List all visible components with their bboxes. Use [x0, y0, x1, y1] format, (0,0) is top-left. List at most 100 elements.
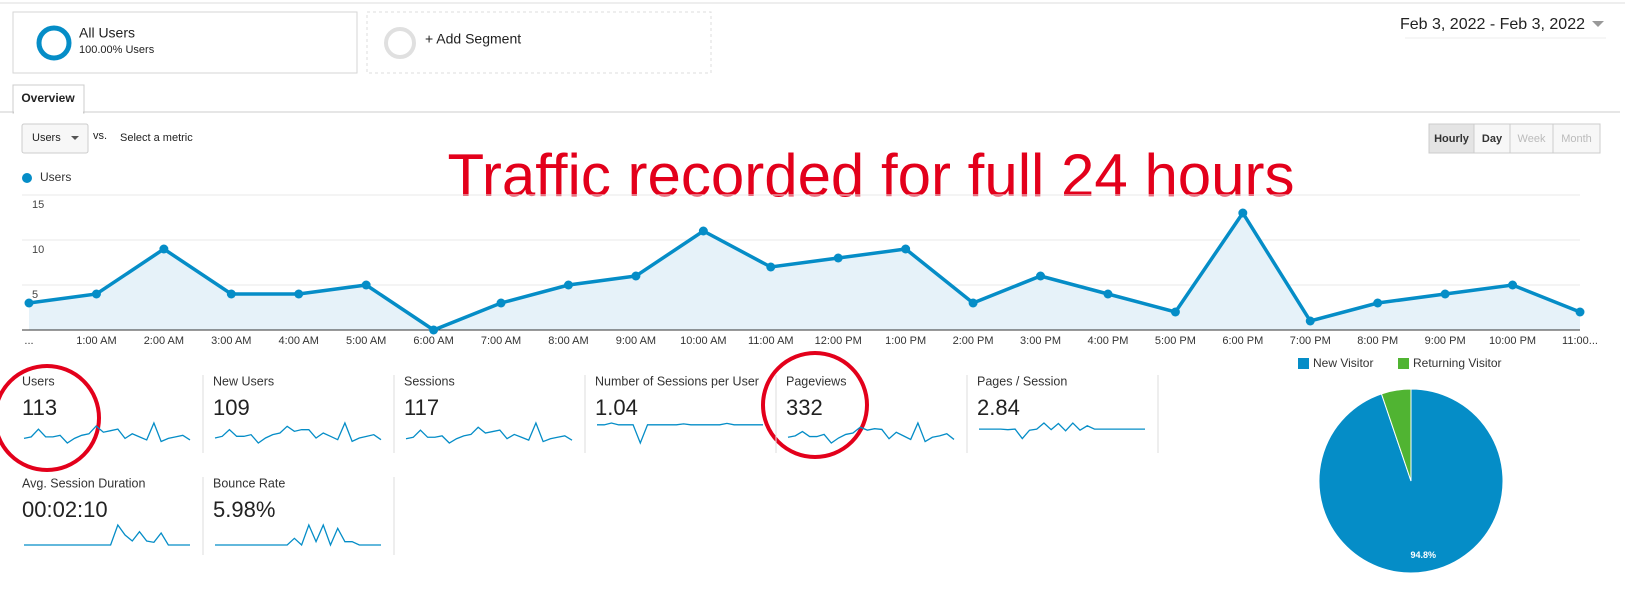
- highlight-circle: [761, 351, 869, 459]
- x-tick-label: 10:00 AM: [680, 335, 726, 347]
- point: [91, 289, 101, 299]
- date-range-picker[interactable]: Feb 3, 2022 - Feb 3, 2022: [1400, 16, 1606, 39]
- x-tick-label: 11:00 AM: [748, 335, 794, 347]
- metric-value: 5.98%: [213, 497, 275, 522]
- x-tick-label: 5:00 PM: [1155, 335, 1196, 347]
- point: [901, 244, 911, 254]
- x-tick-label: 2:00 AM: [144, 335, 184, 347]
- x-tick-label: 10:00 PM: [1489, 335, 1536, 347]
- add-segment-label: + Add Segment: [425, 31, 521, 47]
- point: [226, 289, 236, 299]
- dropdown-caret: [71, 136, 79, 140]
- metric-dropdown[interactable]: [21, 123, 89, 154]
- granularity-label[interactable]: Day: [1482, 133, 1503, 145]
- point: [766, 262, 776, 272]
- point: [1440, 289, 1450, 299]
- x-tick-label: 11:00...: [1562, 335, 1598, 347]
- slice-label: 94.8%: [1411, 550, 1437, 560]
- point: [1238, 208, 1248, 218]
- x-tick-label: 8:00 PM: [1357, 335, 1398, 347]
- metric-value: 332: [786, 395, 823, 420]
- segment-icon: [36, 25, 72, 61]
- point: [159, 244, 169, 254]
- point: [563, 280, 573, 290]
- granularity-button[interactable]: [1428, 123, 1475, 154]
- sparkline: [24, 523, 190, 546]
- add-segment-box[interactable]: [366, 11, 712, 74]
- legend-label: Returning Visitor: [1413, 356, 1502, 370]
- point: [361, 280, 371, 290]
- add-segment[interactable]: + Add Segment: [366, 11, 712, 74]
- x-tick-label: 6:00 PM: [1222, 335, 1263, 347]
- x-tick-label: 7:00 AM: [481, 335, 521, 347]
- metric-value: 1.04: [595, 395, 638, 420]
- metric-value: 2.84: [977, 395, 1020, 420]
- x-tick-label: 2:00 PM: [953, 335, 994, 347]
- annotation: Traffic recorded for full 24 hours: [447, 142, 1294, 209]
- legend-label: Users: [40, 170, 71, 184]
- sparkline: [405, 421, 573, 444]
- point: [496, 298, 506, 308]
- sparkline: [215, 523, 381, 547]
- sparkline: [23, 421, 191, 444]
- line: [28, 209, 1581, 332]
- metric-label: Avg. Session Duration: [22, 476, 145, 490]
- point: [1036, 271, 1046, 281]
- tab-box[interactable]: [12, 84, 85, 114]
- vs-label: vs.: [93, 130, 107, 142]
- sparkline: [979, 422, 1145, 440]
- x-tick-label: 8:00 AM: [548, 335, 588, 347]
- point: [429, 325, 439, 335]
- point: [294, 289, 304, 299]
- x-tick-label: 1:00 PM: [885, 335, 926, 347]
- x-tick-label: 3:00 PM: [1020, 335, 1061, 347]
- point: [1305, 316, 1315, 326]
- point: [833, 253, 843, 263]
- tab-label[interactable]: Overview: [21, 91, 75, 105]
- x-tick-label: 7:00 PM: [1290, 335, 1331, 347]
- metric-value: 113: [22, 395, 57, 420]
- legend-dot: [22, 173, 32, 183]
- segment-all-users[interactable]: All Users 100.00% Users: [12, 11, 358, 74]
- date-caret: [1592, 21, 1604, 27]
- metric-label: Pageviews: [786, 374, 846, 388]
- metric-value: 109: [213, 395, 250, 420]
- area: [29, 213, 1580, 330]
- y-tick-label: 5: [32, 289, 38, 301]
- metric-value: 00:02:10: [22, 497, 108, 522]
- metric-label: Users: [22, 374, 55, 388]
- metric-label: New Users: [213, 374, 274, 388]
- sparkline: [597, 422, 763, 445]
- metric-label: Pages / Session: [977, 374, 1067, 388]
- x-tick-label: 6:00 AM: [413, 335, 453, 347]
- sparkline: [214, 421, 382, 444]
- add-segment-icon: [384, 27, 416, 59]
- x-tick-label: 4:00 AM: [279, 335, 319, 347]
- date-range[interactable]: Feb 3, 2022 - Feb 3, 2022: [1400, 16, 1585, 33]
- segment-name: All Users: [79, 25, 135, 41]
- granularity-label[interactable]: Hourly: [1434, 133, 1470, 145]
- x-tick-label: 3:00 AM: [211, 335, 251, 347]
- y-tick-label: 15: [32, 199, 44, 211]
- granularity-label: Month: [1561, 133, 1592, 145]
- pie-slice: [1380, 388, 1412, 482]
- x-tick-label: 9:00 PM: [1425, 335, 1466, 347]
- x-tick-label: 12:00 PM: [815, 335, 862, 347]
- segment-detail: 100.00% Users: [79, 44, 155, 56]
- metric-label: Bounce Rate: [213, 476, 285, 490]
- granularity-button[interactable]: [1473, 123, 1511, 154]
- point: [968, 298, 978, 308]
- point: [1508, 280, 1518, 290]
- y-tick-label: 10: [32, 244, 44, 256]
- highlight-circle: [0, 364, 101, 472]
- legend-swatch: [1398, 358, 1409, 369]
- x-tick-label: 1:00 AM: [76, 335, 116, 347]
- x-tick-label: 9:00 AM: [616, 335, 656, 347]
- segment-box[interactable]: [12, 11, 358, 74]
- granularity-button: [1552, 123, 1601, 154]
- select-metric[interactable]: Select a metric: [120, 132, 193, 144]
- point: [1170, 307, 1180, 317]
- legend-swatch: [1298, 358, 1309, 369]
- metric-label: Number of Sessions per User: [595, 374, 759, 388]
